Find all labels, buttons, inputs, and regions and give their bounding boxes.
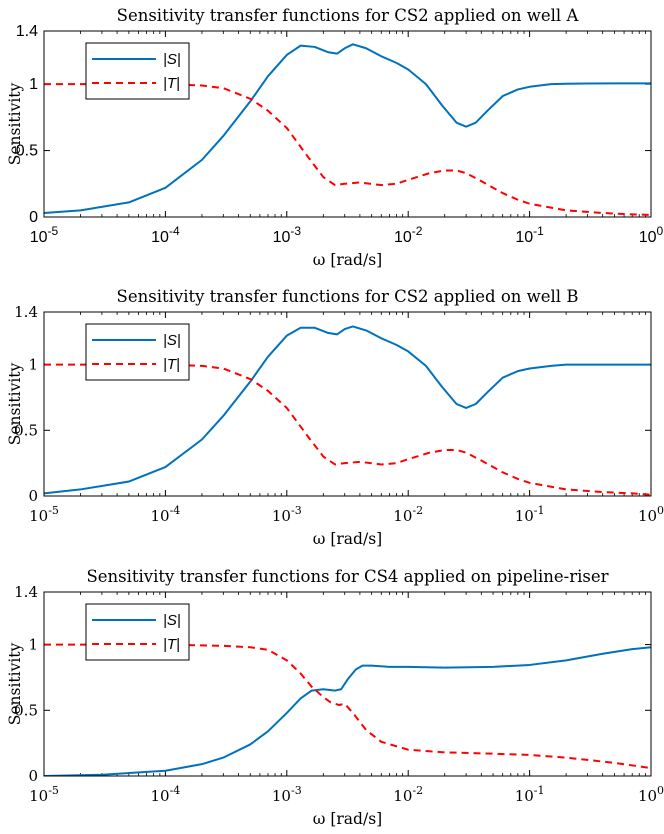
y-tick-label: 1	[29, 76, 38, 93]
x-tick-label: 10-4	[150, 504, 180, 525]
y-tick-label: 0	[28, 487, 38, 505]
x-tick-label: 10-3	[272, 784, 302, 805]
legend-box	[85, 323, 190, 381]
legend-label: |T|	[163, 356, 180, 373]
x-tick-label: 100	[638, 504, 664, 525]
x-axis-label: ω [rad/s]	[313, 251, 382, 269]
chart-title: Sensitivity transfer functions for CS2 a…	[117, 6, 580, 25]
y-tick-label: 0	[28, 767, 38, 785]
legend: |S| |T|	[85, 323, 190, 381]
x-tick-label: 100	[638, 784, 664, 805]
x-tick-label: 10-2	[394, 224, 423, 246]
x-tick-label: 10-4	[151, 224, 180, 246]
y-tick-label: 1.4	[16, 23, 38, 40]
y-tick-label: 0.5	[14, 421, 38, 439]
legend-box	[85, 42, 190, 100]
series-line-S	[44, 43, 651, 215]
axes-box	[43, 591, 652, 777]
series-line-S	[44, 646, 651, 776]
y-tick-label: 0.5	[16, 143, 38, 160]
legend: |S| |T|	[85, 603, 190, 661]
y-axis-label: Sensitivity	[6, 642, 24, 725]
x-axis-label: ω [rad/s]	[313, 530, 382, 548]
x-tick-label: 10-1	[515, 224, 544, 246]
legend: |S| |T|	[85, 42, 190, 100]
legend-box	[85, 603, 190, 661]
x-axis-label: ω [rad/s]	[313, 810, 382, 828]
legend-label: |T|	[163, 636, 180, 653]
chart-panel-3: Sensitivity transfer functions for CS4 a…	[6, 567, 664, 828]
x-tick-label: 100	[639, 224, 664, 246]
chart-panel-2: Sensitivity transfer functions for CS2 a…	[6, 287, 664, 548]
x-tick-label: 10-5	[29, 784, 59, 805]
x-tick-label: 10-5	[30, 224, 59, 246]
x-tick-label: 10-3	[273, 224, 302, 246]
y-tick-label: 1.4	[14, 583, 38, 601]
y-tick-label: 1	[28, 636, 38, 654]
legend-label: |S|	[163, 332, 181, 349]
y-tick-label: 0	[29, 209, 38, 226]
series-line-S	[44, 325, 651, 495]
y-axis-label: Sensitivity	[6, 362, 24, 445]
x-tick-label: 10-1	[515, 784, 545, 805]
legend-label: |S|	[163, 612, 181, 629]
x-tick-label: 10-3	[272, 504, 302, 525]
legend-label: |T|	[163, 75, 180, 92]
chart-title: Sensitivity transfer functions for CS2 a…	[117, 287, 579, 306]
axes-box	[43, 311, 652, 497]
y-tick-label: 1.4	[14, 303, 38, 321]
chart-panel-1: Sensitivity transfer functions for CS2 a…	[6, 6, 664, 269]
x-tick-label: 10-5	[29, 504, 59, 525]
legend-label: |S|	[163, 51, 181, 68]
x-tick-label: 10-4	[150, 784, 180, 805]
chart-title: Sensitivity transfer functions for CS4 a…	[86, 567, 608, 586]
y-tick-label: 1	[28, 356, 38, 374]
x-tick-label: 10-2	[393, 784, 423, 805]
x-tick-label: 10-2	[393, 504, 423, 525]
series-line-T	[44, 363, 651, 496]
series-line-T	[44, 83, 651, 217]
axes-box	[43, 30, 652, 218]
y-tick-label: 0.5	[14, 701, 38, 719]
x-tick-label: 10-1	[515, 504, 545, 525]
y-axis-label: Sensitivity	[6, 82, 24, 165]
series-line-T	[44, 643, 651, 770]
